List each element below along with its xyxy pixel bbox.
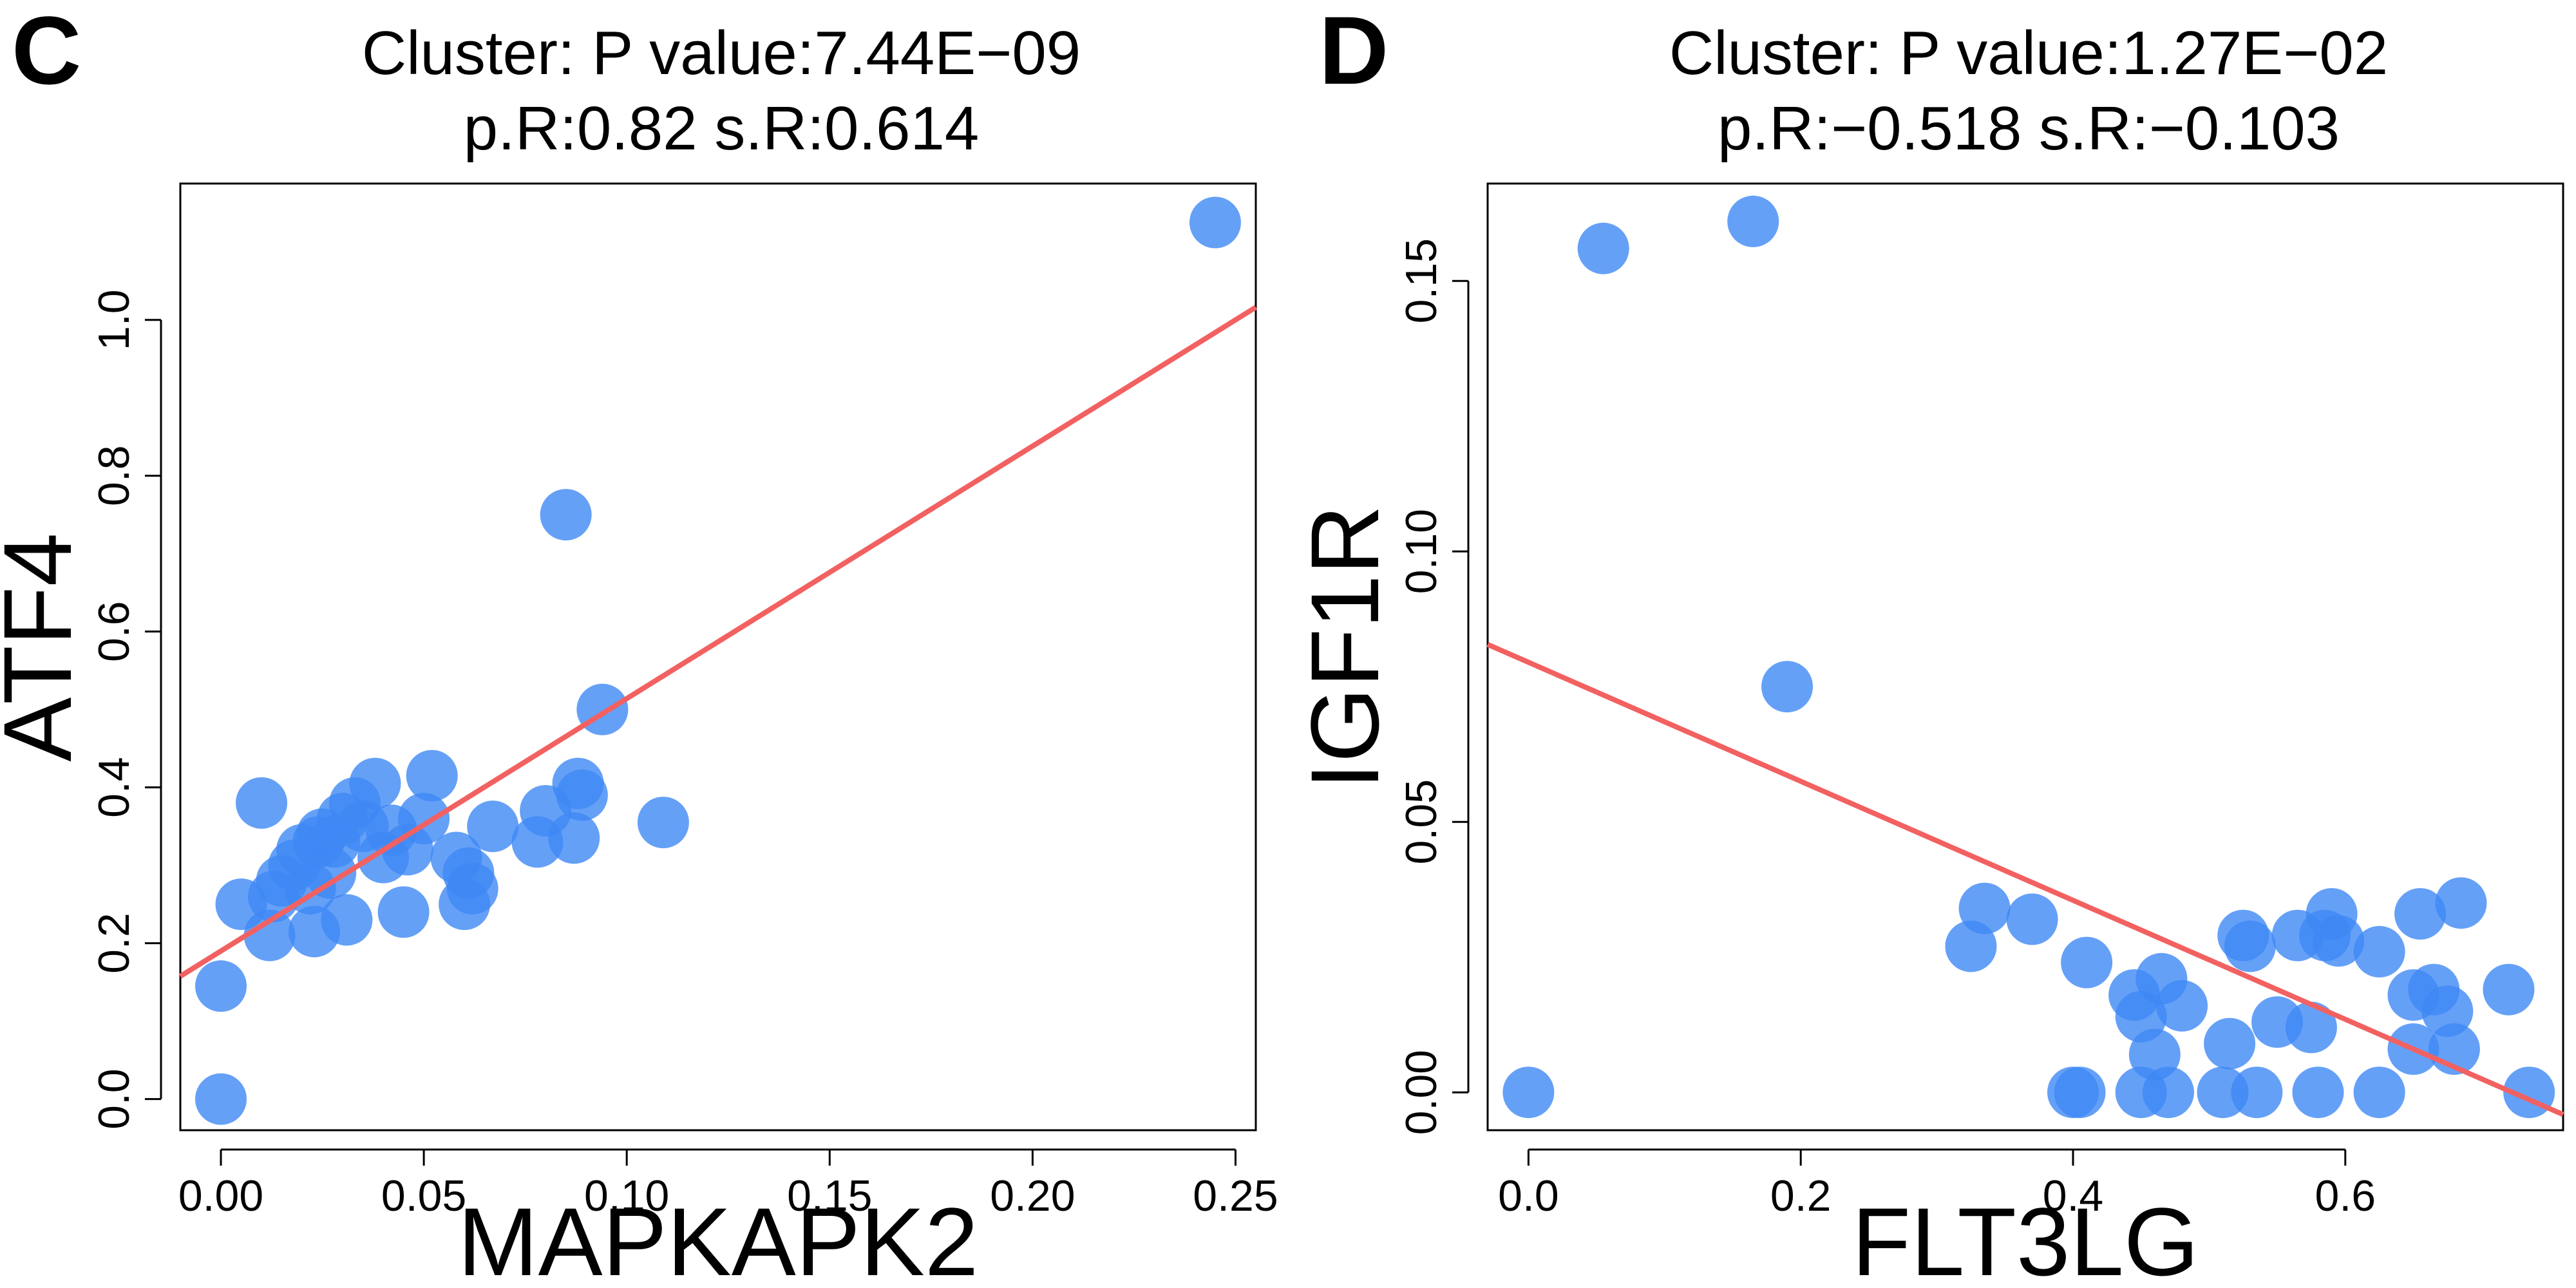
scatter-point	[321, 894, 373, 946]
y-tick-label: 0.2	[90, 913, 138, 974]
scatter-point	[2394, 888, 2447, 940]
scatter-point	[637, 797, 689, 849]
plot-area: 0.00 0.05 0.10 0.15 0.20 0.25 0.0 0.2 0.4 0.6 0.8 1…	[90, 182, 1278, 1220]
regression-line	[178, 305, 1258, 979]
x-axis-label: FLT3LG	[1852, 1188, 2199, 1288]
x-tick-label: 0.00	[178, 1171, 263, 1220]
y-tick-label: 0.10	[1397, 509, 1446, 594]
y-axis-label: IGF1R	[1291, 505, 1399, 790]
scatter-point	[236, 777, 288, 829]
x-tick-label: 0.10	[584, 1171, 669, 1220]
panel-label-d: D	[1319, 0, 1388, 104]
scatter-point	[1577, 222, 1629, 274]
scatter-point	[1727, 195, 1779, 247]
chart-title-line2: p.R:0.82 s.R:0.614	[464, 94, 979, 163]
x-tick-label: 0.15	[787, 1171, 872, 1220]
scatter-point	[1502, 1066, 1555, 1119]
y-tick-label: 1.0	[90, 289, 138, 350]
chart-title-line1: Cluster: P value:1.27E−02	[1669, 19, 2388, 88]
y-tick-label: 0.00	[1397, 1050, 1446, 1135]
scatter-point	[406, 750, 458, 802]
scatter-point	[2292, 1066, 2344, 1119]
scatter-point	[195, 1073, 247, 1125]
scatter-point	[2224, 920, 2276, 972]
y-tick-label: 0.6	[90, 601, 138, 662]
x-tick-label: 0.2	[1770, 1171, 1832, 1220]
x-axis-label: MAPKAPK2	[458, 1188, 979, 1288]
scatter-point	[2142, 1066, 2194, 1119]
scatter-point	[2204, 1018, 2256, 1070]
x-tick-label: 0.6	[2315, 1171, 2376, 1220]
x-tick-label: 0.05	[381, 1171, 466, 1220]
x-tick-label: 0.4	[2043, 1171, 2104, 1220]
scatter-point	[467, 800, 519, 853]
x-tick-label: 0.25	[1193, 1171, 1278, 1220]
scatter-point	[195, 960, 247, 1012]
chart-title-line1: Cluster: P value:7.44E−09	[362, 19, 1081, 88]
scatter-point	[2313, 915, 2365, 967]
scatter-point	[2353, 1066, 2405, 1119]
panel-label-c: C	[12, 0, 81, 104]
y-tick-label: 0.4	[90, 757, 138, 818]
scatter-point	[243, 909, 296, 961]
scatter-point	[2435, 877, 2487, 929]
scatter-point	[2231, 1066, 2283, 1119]
scatter-point	[2006, 893, 2058, 945]
y-tick-label: 0.8	[90, 445, 138, 506]
y-axis-label: ATF4	[0, 533, 91, 762]
scatter-point	[1761, 661, 1814, 713]
y-tick-label: 0.05	[1397, 779, 1446, 864]
scatter-point	[1958, 882, 2011, 934]
scatter-point	[540, 489, 592, 541]
scatter-point	[349, 757, 401, 810]
panel-c: C Cluster: P value:7.44E−09 p.R:0.82 s.R…	[0, 0, 1278, 1288]
scatter-point	[2054, 1066, 2106, 1119]
scatter-point	[2061, 936, 2113, 989]
scatter-point	[548, 812, 600, 864]
scatter-point	[2483, 963, 2535, 1016]
scatter-point	[377, 886, 430, 938]
x-tick-label: 0.0	[1498, 1171, 1559, 1220]
scatter-point	[1189, 196, 1241, 249]
x-tick-label: 0.20	[990, 1171, 1075, 1220]
scatter-point	[446, 862, 498, 914]
plot-frame	[179, 182, 1257, 1132]
scatter-point	[2156, 980, 2208, 1032]
regression-line	[1486, 642, 2564, 1117]
scatter-point	[2353, 925, 2405, 978]
y-tick-label: 0.15	[1397, 238, 1446, 323]
scatter-point	[2285, 1001, 2337, 1054]
chart-title-line2: p.R:−0.518 s.R:−0.103	[1718, 94, 2340, 163]
panel-d: D Cluster: P value:1.27E−02 p.R:−0.518 s…	[1291, 0, 2564, 1288]
plot-frame	[1486, 182, 2564, 1132]
y-tick-label: 0.0	[90, 1068, 138, 1130]
scatter-point	[556, 769, 608, 821]
plot-area: 0.0 0.2 0.4 0.6 0.00 0.05 0.10 0.15	[1397, 182, 2564, 1220]
